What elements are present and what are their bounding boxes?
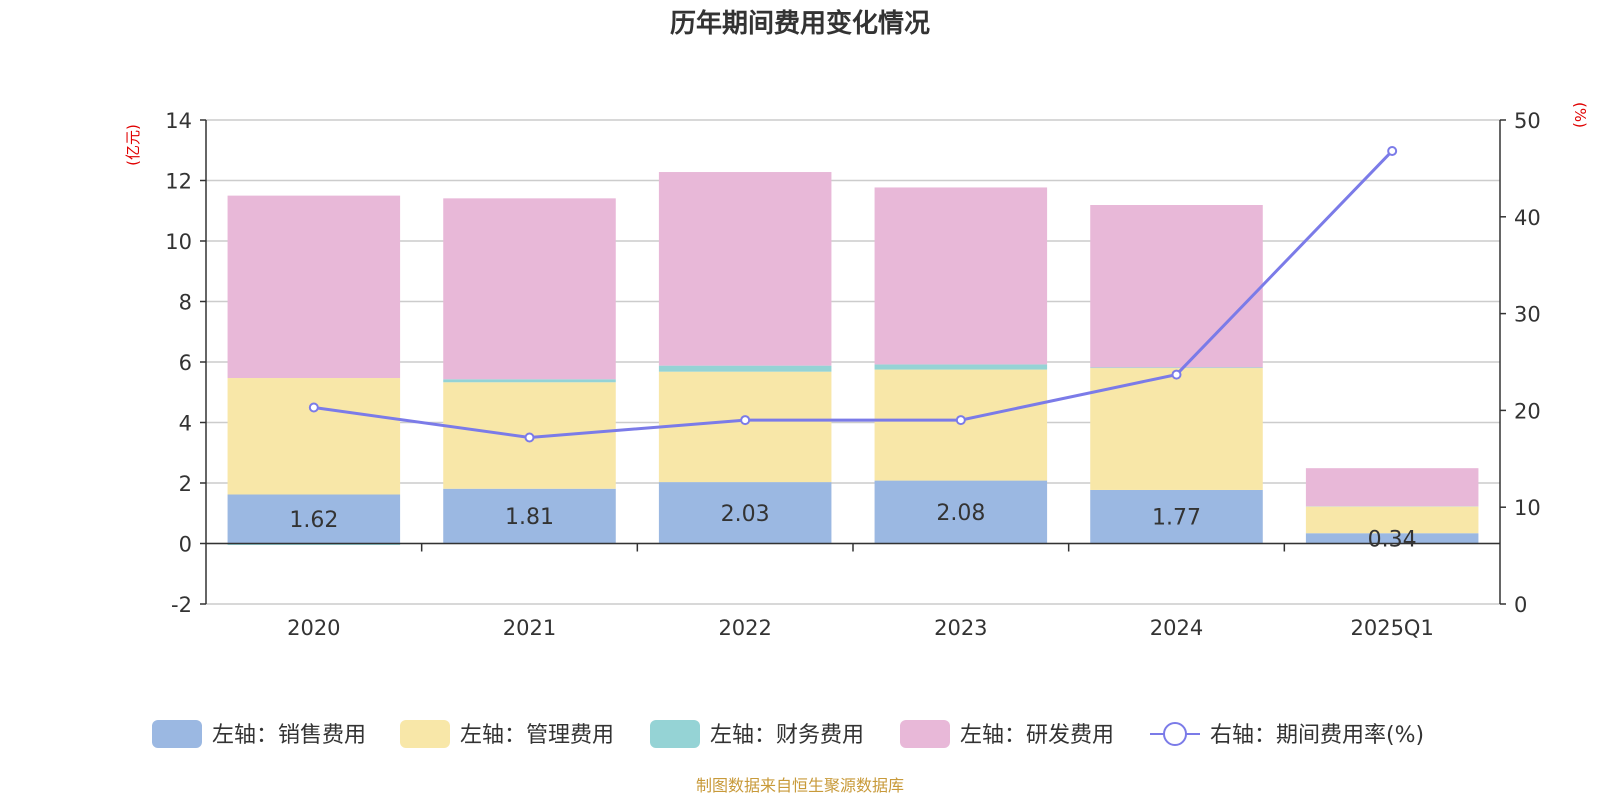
bar-segment xyxy=(443,488,616,544)
bar-segment xyxy=(874,364,1048,370)
x-tick-label: 2025Q1 xyxy=(1350,616,1433,640)
y-left-label: (亿元) xyxy=(124,124,142,166)
bar-data-label: 1.81 xyxy=(505,505,554,530)
y-left-tick-label: 4 xyxy=(179,412,192,436)
y-right-tick-label: 0 xyxy=(1514,593,1527,617)
rate-point xyxy=(524,432,535,443)
y-right-tick-label: 50 xyxy=(1514,109,1541,133)
legend-swatch xyxy=(650,720,700,748)
bar-segment xyxy=(658,365,832,372)
bar-segment xyxy=(227,494,401,544)
legend-label: 左轴：销售费用 xyxy=(212,723,366,748)
chart-title: 历年期间费用变化情况 xyxy=(670,8,930,39)
bar-segment xyxy=(1090,368,1263,490)
legend-swatch xyxy=(400,720,450,748)
legend-label: 左轴：管理费用 xyxy=(460,723,614,748)
bar-segment xyxy=(1090,489,1263,544)
bar-segment xyxy=(658,172,832,366)
rate-point xyxy=(308,402,319,413)
rate-point xyxy=(1171,369,1182,380)
bars xyxy=(227,172,1479,546)
rate-line xyxy=(308,145,1398,443)
bar-segment xyxy=(874,187,1048,365)
x-tick-label: 2021 xyxy=(503,616,556,640)
legend-label: 右轴：期间费用率(%) xyxy=(1210,723,1424,748)
bar-data-label: 1.62 xyxy=(289,508,338,533)
y-left-tick-label: 14 xyxy=(165,109,192,133)
legend: 左轴：销售费用 左轴：管理费用 左轴：财务费用 左轴：研发费用 右轴：期间费用率(%) xyxy=(152,720,1424,748)
y-left-tick-label: 12 xyxy=(165,170,192,194)
bar-segment xyxy=(658,371,832,483)
rate-point xyxy=(955,415,966,426)
y-left-tick-label: 6 xyxy=(179,351,192,375)
legend-label: 左轴：研发费用 xyxy=(960,723,1114,748)
rate-line-path xyxy=(313,149,1394,440)
y-left-tick-label: 10 xyxy=(165,230,192,254)
bar-segment xyxy=(1305,468,1479,507)
data-labels: 1.62 1.81 2.03 2.08 1.77 0.34 xyxy=(289,501,1416,552)
bar-segment xyxy=(874,480,1048,544)
x-tick-label: 2023 xyxy=(934,616,987,640)
bar-data-label: 2.08 xyxy=(936,501,985,526)
x-tick-label: 2024 xyxy=(1150,616,1203,640)
axes: -2 0 2 4 6 8 10 12 14 0 10 20 30 40 50 2020 2021 2022 2023… xyxy=(165,109,1540,640)
bar-segment xyxy=(443,379,616,383)
legend-swatch xyxy=(900,720,950,748)
x-tick-label: 2022 xyxy=(718,616,771,640)
y-left-tick-label: 0 xyxy=(179,533,192,557)
bar-data-label: 0.34 xyxy=(1368,527,1417,552)
bar-segment xyxy=(1090,205,1263,368)
y-left-tick-label: -2 xyxy=(171,593,192,617)
legend-swatch xyxy=(152,720,202,748)
rate-point xyxy=(1387,145,1398,156)
bar-segment xyxy=(1305,506,1479,534)
bar-data-label: 2.03 xyxy=(721,502,770,527)
bar-segment xyxy=(1090,367,1263,369)
bar-segment xyxy=(227,195,401,379)
bar-segment xyxy=(1305,533,1479,544)
y-right-label: (%) xyxy=(1571,102,1589,128)
x-tick-label: 2020 xyxy=(287,616,340,640)
y-left-tick-label: 2 xyxy=(179,472,192,496)
y-right-tick-label: 40 xyxy=(1514,206,1541,230)
bar-segment xyxy=(227,378,401,495)
y-right-tick-label: 10 xyxy=(1514,496,1541,520)
legend-label: 左轴：财务费用 xyxy=(710,723,864,748)
y-right-tick-label: 30 xyxy=(1514,303,1541,327)
bar-segment xyxy=(658,482,832,544)
bar-segment xyxy=(443,198,616,380)
bar-data-label: 1.77 xyxy=(1152,506,1201,531)
legend-marker xyxy=(1163,722,1187,746)
bar-segment xyxy=(227,543,401,546)
rate-point xyxy=(740,415,751,426)
source-note: 制图数据来自恒生聚源数据库 xyxy=(696,776,904,795)
y-left-tick-label: 8 xyxy=(179,291,192,315)
y-right-tick-label: 20 xyxy=(1514,399,1541,423)
